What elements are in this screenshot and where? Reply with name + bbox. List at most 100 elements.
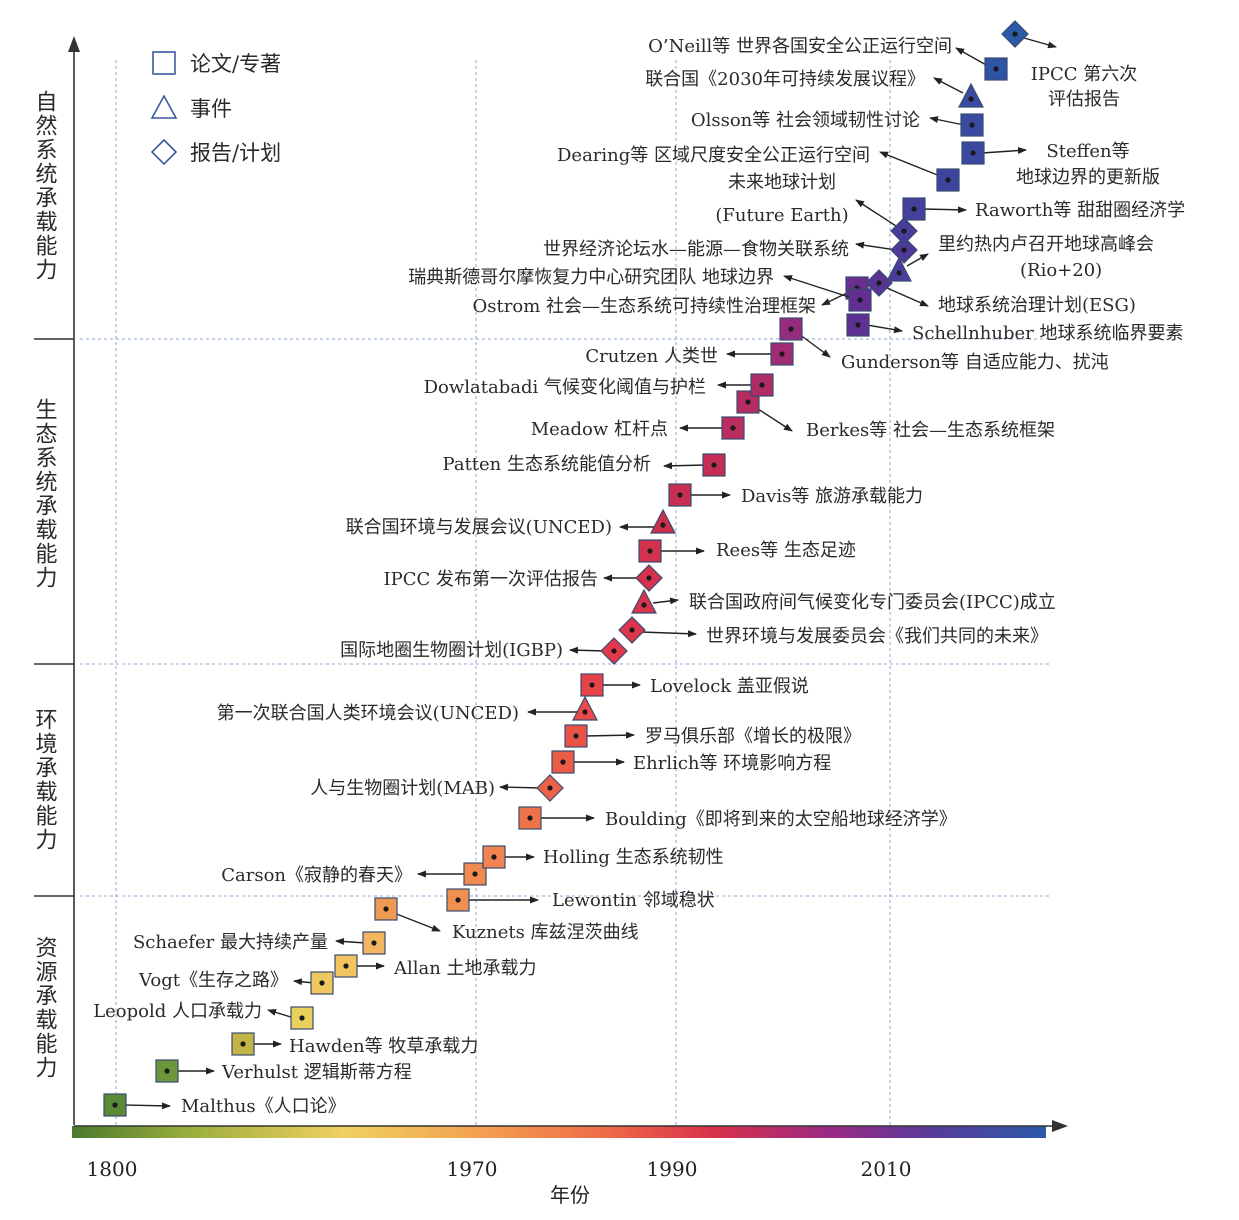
legend-label-report: 报告/计划 xyxy=(190,141,281,165)
timeline-event: Holling 生态系统韧性 xyxy=(482,845,724,869)
marker-center-dot xyxy=(779,351,785,357)
marker-center-dot xyxy=(112,1102,118,1108)
marker-center-dot xyxy=(164,1068,170,1074)
marker-center-dot xyxy=(759,382,765,388)
event-label: Carson《寂静的春天》 xyxy=(221,865,412,886)
event-label: Steffen等地球边界的更新版 xyxy=(1016,141,1160,188)
timeline-event: 第一次联合国人类环境会议(UNCED) xyxy=(217,695,598,724)
event-label: 里约热内卢召开地球高峰会(Rio+20) xyxy=(938,234,1154,281)
event-label: 地球系统治理计划(ESG) xyxy=(938,295,1136,316)
event-arrow xyxy=(499,783,543,791)
event-arrow xyxy=(866,324,903,334)
event-label: Raworth等 甜甜圈经济学 xyxy=(975,200,1185,221)
event-arrow xyxy=(981,147,1027,155)
event-arrow xyxy=(955,47,989,67)
stage-label-resource: 资源承载能力 xyxy=(32,936,58,1080)
timeline-event: 人与生物圈计划(MAB) xyxy=(310,774,564,802)
event-label: 国际地圈生物圈计划(IGBP) xyxy=(340,640,563,661)
marker-center-dot xyxy=(319,980,325,986)
x-tick-label: 2010 xyxy=(861,1157,912,1181)
x-tick-label: 1990 xyxy=(647,1157,698,1181)
marker-center-dot xyxy=(646,575,652,581)
timeline-event: Crutzen 人类世 xyxy=(585,342,794,367)
timeline-event: IPCC 第六次评估报告 xyxy=(1001,20,1137,110)
event-label: Lovelock 盖亚假说 xyxy=(650,676,809,697)
event-label: Crutzen 人类世 xyxy=(585,346,718,367)
timeline-event: Olsson等 社会领域韧性讨论 xyxy=(691,110,984,137)
event-label: Dearing等 区域尺度安全公正运行空间 xyxy=(557,145,870,166)
event-label: IPCC 发布第一次评估报告 xyxy=(384,569,599,590)
timeline-event: Steffen等地球边界的更新版 xyxy=(961,141,1160,188)
marker-center-dot xyxy=(641,602,647,608)
timeline-event: 世界经济论坛水—能源—食物关联系统 xyxy=(543,236,918,264)
timeline-event: Meadow 杠杆点 xyxy=(531,416,745,440)
event-label: Leopold 人口承载力 xyxy=(93,1001,262,1022)
x-axis-arrow-icon xyxy=(1052,1120,1068,1132)
y-axis-arrow-icon xyxy=(68,36,80,52)
event-label: Rees等 生态足迹 xyxy=(716,540,856,561)
timeline-event: Vogt《生存之路》 xyxy=(138,970,334,995)
marker-center-dot xyxy=(455,897,461,903)
event-arrow xyxy=(821,291,850,306)
event-label: 联合国环境与发展会议(UNCED) xyxy=(346,517,612,538)
stage-label-ecosystem: 生态系统承载能力 xyxy=(32,398,58,590)
stage-label-environment: 环境承载能力 xyxy=(32,708,58,852)
event-triangle-marker xyxy=(650,508,676,534)
event-arrow xyxy=(855,241,897,251)
marker-center-dot xyxy=(855,322,861,328)
event-arrow xyxy=(933,77,964,94)
marker-center-dot xyxy=(730,425,736,431)
timeline-event: Boulding《即将到来的太空船地球经济学》 xyxy=(518,806,957,830)
marker-center-dot xyxy=(857,297,863,303)
timeline-event: Davis等 旅游承载能力 xyxy=(668,483,923,507)
event-arrow xyxy=(886,287,929,307)
event-triangle-marker xyxy=(631,588,657,614)
x-tick-label: 1800 xyxy=(87,1157,138,1181)
event-label: Boulding《即将到来的太空船地球经济学》 xyxy=(605,809,957,830)
timeline-event: 里约热内卢召开地球高峰会(Rio+20) xyxy=(886,234,1154,282)
event-arrow xyxy=(879,151,941,177)
marker-center-dot xyxy=(299,1015,305,1021)
event-label: Malthus《人口论》 xyxy=(181,1096,346,1117)
timeline-event: Schellnhuber 地球系统临界要素 xyxy=(846,313,1183,344)
event-label: Meadow 杠杆点 xyxy=(531,419,668,440)
event-label: Berkes等 社会—生态系统框架 xyxy=(806,420,1055,441)
marker-center-dot xyxy=(993,66,999,72)
event-arrow xyxy=(584,731,635,739)
timeline-event: 联合国《2030年可持续发展议程》 xyxy=(645,69,984,108)
axes xyxy=(68,36,1068,1138)
timeline-event: 罗马俱乐部《增长的极限》 xyxy=(564,724,861,748)
timeline-event: Gunderson等 自适应能力、扰沌 xyxy=(779,317,1109,373)
timeline-event: IPCC 发布第一次评估报告 xyxy=(384,564,663,592)
timeline-event: Raworth等 甜甜圈经济学 xyxy=(902,197,1185,221)
x-axis-labels: 1800 1970 1990 2010 年份 xyxy=(87,1157,912,1207)
marker-center-dot xyxy=(970,150,976,156)
marker-center-dot xyxy=(1012,31,1018,37)
marker-center-dot xyxy=(968,96,974,102)
stage-labels: 自然系统承载能力 生态系统承载能力 环境承载能力 资源承载能力 xyxy=(32,90,58,1080)
event-arrow xyxy=(798,333,831,358)
event-arrow xyxy=(652,597,679,605)
timeline-event: Rees等 生态足迹 xyxy=(638,539,856,563)
event-label: Vogt《生存之路》 xyxy=(138,970,288,991)
marker-center-dot xyxy=(383,906,389,912)
marker-center-dot xyxy=(560,759,566,765)
timeline-event: O’Neill等 世界各国安全公正运行空间 xyxy=(648,36,1008,81)
timeline-event: Schaefer 最大持续产量 xyxy=(133,931,386,955)
timeline-event: Lovelock 盖亚假说 xyxy=(580,673,809,697)
legend-triangle-icon xyxy=(150,94,178,119)
event-label: Ehrlich等 环境影响方程 xyxy=(633,753,831,774)
timeline-event: Dearing等 区域尺度安全公正运行空间 xyxy=(557,145,960,192)
event-arrow xyxy=(640,630,697,638)
stage-separators xyxy=(34,338,74,897)
timeline-event: Ehrlich等 环境影响方程 xyxy=(551,750,831,774)
timeline-event: Kuznets 库兹涅茨曲线 xyxy=(374,897,639,943)
legend-square-icon xyxy=(152,51,176,75)
timeline-event: Patten 生态系统能值分析 xyxy=(443,453,726,477)
legend-diamond-icon xyxy=(150,138,178,166)
timeline-event: Leopold 人口承载力 xyxy=(93,1001,314,1030)
event-label: Allan 土地承载力 xyxy=(393,958,537,979)
event-label: Gunderson等 自适应能力、扰沌 xyxy=(841,352,1109,373)
event-label: 第一次联合国人类环境会议(UNCED) xyxy=(217,703,519,724)
event-label: Schaefer 最大持续产量 xyxy=(133,932,328,953)
